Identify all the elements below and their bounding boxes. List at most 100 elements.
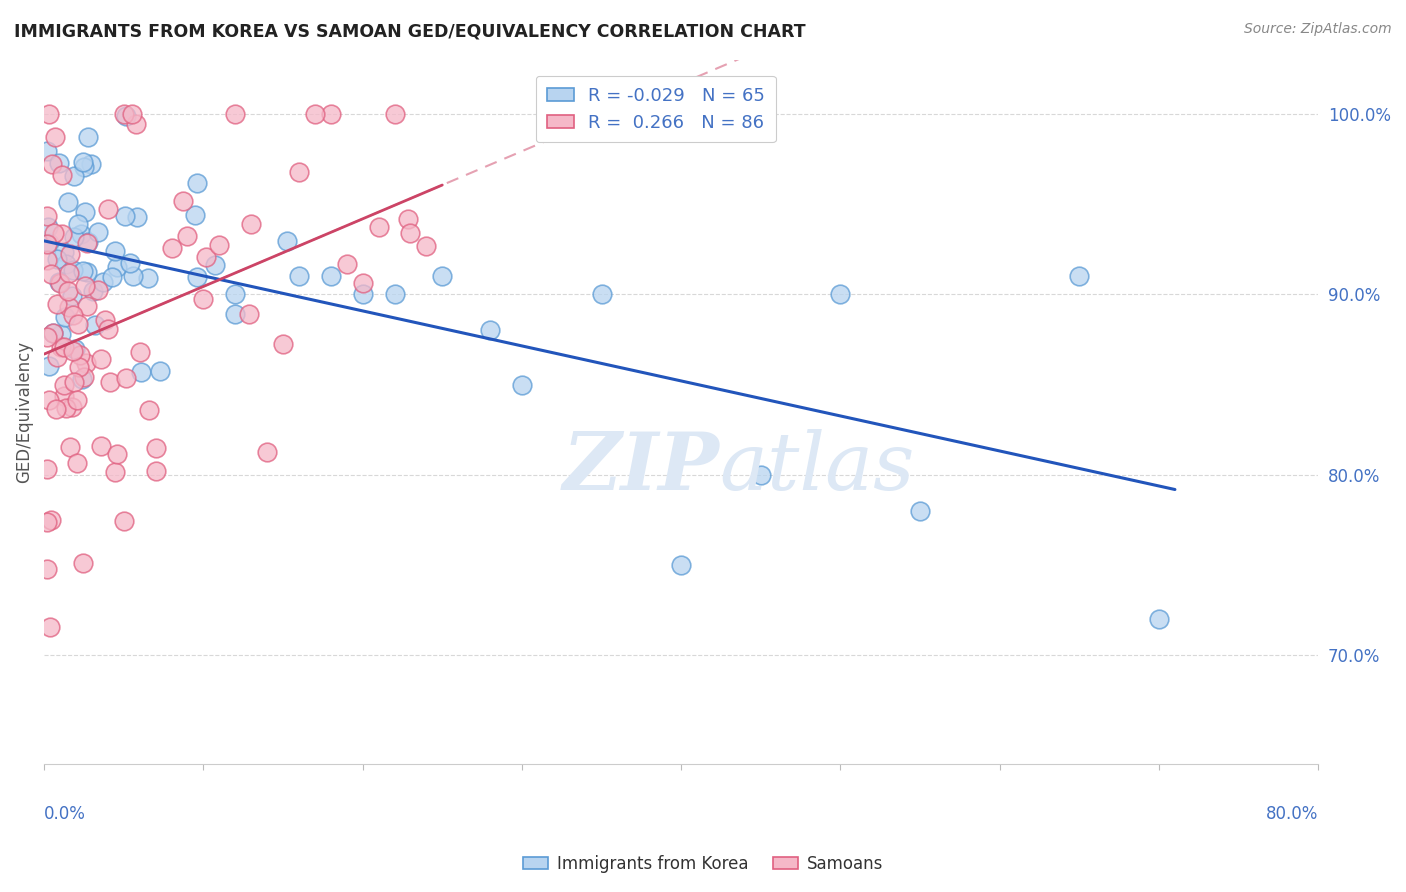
Point: [149, 363, 172, 377]
Point: [121, 269, 143, 284]
Point: [138, 402, 160, 417]
Point: [44, 226, 66, 240]
Point: [224, 287, 246, 301]
Point: [41, 157, 63, 171]
Point: [396, 211, 419, 226]
Point: [75, 356, 97, 370]
Point: [120, 256, 142, 270]
Text: 80.0%: 80.0%: [1265, 805, 1319, 823]
Point: [52, 340, 75, 354]
Point: [67, 317, 90, 331]
Point: [319, 269, 342, 284]
Point: [44, 129, 66, 144]
Point: [479, 323, 502, 337]
Point: [66, 392, 89, 407]
Point: [37, 237, 59, 252]
Point: [53, 378, 76, 392]
Point: [90, 351, 112, 366]
Point: [830, 287, 852, 301]
Point: [1069, 269, 1091, 284]
Point: [80, 156, 103, 170]
Point: [82, 285, 104, 299]
Point: [37, 562, 59, 576]
Point: [60, 288, 83, 302]
Point: [114, 209, 136, 223]
Point: [336, 257, 359, 271]
Point: [172, 194, 194, 208]
Point: [112, 514, 135, 528]
Point: [112, 107, 135, 121]
Point: [186, 176, 208, 190]
Point: [51, 227, 73, 241]
Point: [73, 161, 96, 175]
Point: [77, 130, 100, 145]
Point: [75, 279, 97, 293]
Text: 0.0%: 0.0%: [44, 805, 86, 823]
Point: [271, 337, 294, 351]
Point: [46, 296, 69, 310]
Point: [97, 202, 120, 217]
Point: [104, 465, 127, 479]
Point: [208, 238, 231, 252]
Point: [55, 257, 77, 271]
Point: [76, 265, 98, 279]
Point: [58, 301, 80, 315]
Point: [42, 326, 65, 340]
Legend: Immigrants from Korea, Samoans: Immigrants from Korea, Samoans: [516, 848, 890, 880]
Point: [100, 375, 122, 389]
Point: [136, 270, 159, 285]
Point: [37, 209, 59, 223]
Point: [97, 322, 120, 336]
Point: [103, 244, 125, 259]
Point: [72, 154, 94, 169]
Point: [63, 376, 86, 390]
Point: [276, 234, 298, 248]
Point: [115, 109, 138, 123]
Point: [384, 107, 406, 121]
Point: [90, 439, 112, 453]
Point: [352, 276, 374, 290]
Point: [87, 225, 110, 239]
Text: Source: ZipAtlas.com: Source: ZipAtlas.com: [1244, 22, 1392, 37]
Point: [73, 369, 96, 384]
Point: [49, 276, 72, 290]
Point: [39, 267, 62, 281]
Point: [59, 247, 82, 261]
Point: [125, 117, 148, 131]
Point: [194, 251, 217, 265]
Point: [367, 219, 389, 234]
Point: [184, 209, 207, 223]
Point: [510, 377, 533, 392]
Point: [58, 266, 80, 280]
Point: [63, 342, 86, 356]
Point: [384, 287, 406, 301]
Point: [53, 244, 76, 259]
Point: [67, 217, 90, 231]
Point: [176, 229, 198, 244]
Point: [432, 269, 454, 284]
Point: [37, 515, 59, 529]
Point: [41, 326, 63, 340]
Point: [256, 445, 278, 459]
Point: [48, 156, 70, 170]
Point: [186, 270, 208, 285]
Point: [591, 287, 613, 301]
Point: [37, 144, 59, 158]
Point: [288, 269, 311, 284]
Point: [62, 308, 84, 322]
Text: ZIP: ZIP: [562, 429, 720, 507]
Point: [352, 287, 374, 301]
Point: [72, 372, 94, 386]
Point: [77, 235, 100, 250]
Point: [69, 349, 91, 363]
Point: [56, 194, 79, 209]
Point: [58, 284, 80, 298]
Point: [53, 389, 76, 403]
Point: [224, 308, 246, 322]
Point: [304, 107, 326, 121]
Point: [238, 307, 260, 321]
Point: [66, 456, 89, 470]
Point: [224, 107, 246, 121]
Point: [39, 513, 62, 527]
Point: [288, 165, 311, 179]
